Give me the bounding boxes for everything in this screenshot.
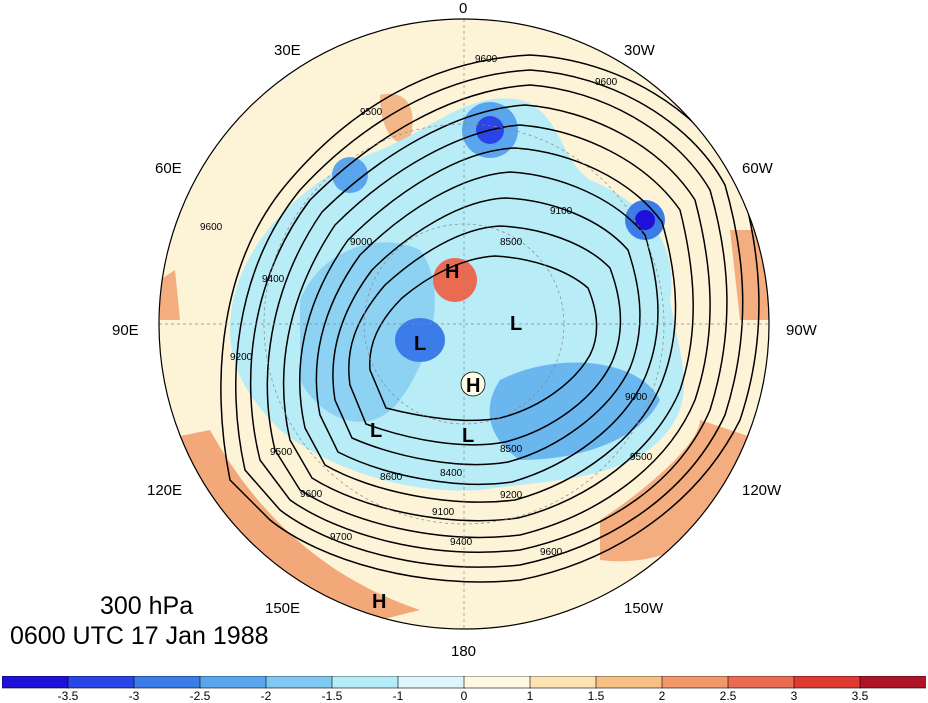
contour-label: 9600: [595, 77, 618, 88]
colorbar-swatch: [265, 676, 333, 689]
pressure-systems: H L L H L L H: [370, 261, 522, 613]
contour-label: 9600: [200, 222, 223, 233]
longitude-label-90w: 90W: [786, 322, 817, 339]
colorbar-swatch: [463, 676, 531, 689]
contour-label: 9700: [330, 532, 353, 543]
graticule: [159, 19, 769, 629]
cold-anomaly-northwest-center: [332, 157, 368, 193]
colorbar-swatch: [397, 676, 465, 689]
contour-label: 9600: [475, 54, 498, 65]
level-label: 300 hPa: [100, 592, 194, 620]
contour-label: 8600: [380, 472, 403, 483]
contour-label: 8500: [500, 444, 523, 455]
longitude-label-90e: 90E: [112, 322, 139, 339]
colorbar-tick-label: -3: [128, 689, 140, 703]
low-pressure-marker: L: [414, 333, 426, 355]
longitude-label-150w: 150W: [624, 600, 664, 617]
contour-label: 8500: [500, 237, 523, 248]
map-boundary: [158, 18, 770, 630]
low-pressure-marker: L: [510, 313, 522, 335]
cold-anomaly-west-core: [395, 318, 445, 362]
colorbar-swatch: [199, 676, 267, 689]
longitude-label-180: 180: [451, 643, 477, 660]
contour-label: 8400: [440, 468, 463, 479]
contour-label: 9400: [262, 274, 285, 285]
colorbar-swatch: [331, 676, 399, 689]
longitude-label-120e: 120E: [147, 482, 183, 499]
height-contours: [220, 54, 760, 583]
contour-label: 9600: [540, 547, 563, 558]
cold-anomaly-east-lobe: [489, 362, 660, 460]
longitude-label-30w: 30W: [624, 42, 655, 59]
contour-label: 9500: [360, 107, 383, 118]
warm-anomaly-north: [380, 93, 413, 143]
contour-label: 9000: [625, 392, 648, 403]
colorbar-tick-label: -1.5: [321, 689, 343, 703]
warm-anomaly-west: [160, 270, 180, 320]
polar-map: 9600 9500 9600 9400 9100 8500 8600 9100 …: [158, 18, 770, 630]
colorbar-tick-label: 0: [460, 689, 468, 703]
colorbar: [2, 676, 926, 689]
colorbar-swatch: [793, 676, 861, 689]
high-pressure-marker: H: [372, 591, 386, 613]
time-label: 0600 UTC 17 Jan 1988: [10, 622, 269, 650]
colorbar-tick-label: 2: [658, 689, 666, 703]
contour-label: 9000: [350, 237, 373, 248]
colorbar-tick-label: -2: [260, 689, 272, 703]
colorbar-swatch: [67, 676, 135, 689]
contour-label: 9200: [230, 352, 253, 363]
high-pressure-marker: H: [466, 375, 480, 397]
colorbar-tick-label: -2.5: [189, 689, 211, 703]
contour-label: 9200: [500, 490, 523, 501]
colorbar-swatch: [595, 676, 663, 689]
colorbar-tick-label: -3.5: [57, 689, 79, 703]
colorbar-swatch: [529, 676, 597, 689]
colorbar-swatch: [859, 676, 926, 689]
colorbar-tick-label: 3: [790, 689, 798, 703]
colorbar-swatch: [133, 676, 201, 689]
low-pressure-marker: L: [462, 425, 474, 447]
contour-labels: 9600 9500 9600 9400 9100 8500 8600 9100 …: [200, 54, 653, 558]
longitude-label-150e: 150E: [265, 600, 301, 617]
longitude-label-60e: 60E: [155, 160, 182, 177]
high-pressure-marker: H: [445, 261, 459, 283]
colorbar-tick-label: -1: [392, 689, 404, 703]
contour-label: 9100: [550, 206, 573, 217]
longitude-label-120w: 120W: [742, 482, 782, 499]
contour-label: 9100: [432, 507, 455, 518]
warm-anomaly-south-west: [160, 430, 420, 629]
low-pressure-marker: L: [370, 420, 382, 442]
colorbar-swatch: [2, 676, 69, 689]
contour-label: 9400: [450, 537, 473, 548]
warm-anomaly-south-east: [600, 420, 760, 562]
longitude-label-60w: 60W: [742, 160, 773, 177]
contour-label: 9500: [630, 452, 653, 463]
longitude-label-30e: 30E: [274, 42, 301, 59]
cold-anomaly-west-lobe: [300, 242, 435, 422]
colorbar-tick-label: 2.5: [719, 689, 737, 703]
high-pressure-circle: [460, 371, 486, 397]
warm-anomaly-center: [433, 258, 477, 302]
colorbar-tick-label: 3.5: [851, 689, 869, 703]
longitude-label-0: 0: [459, 0, 468, 17]
colorbar-swatch: [661, 676, 729, 689]
contour-label: 9600: [300, 489, 323, 500]
colorbar-tick-label: 1.5: [587, 689, 605, 703]
colorbar-swatch: [727, 676, 795, 689]
contour-label: 9500: [270, 447, 293, 458]
cold-anomaly-east-core: [635, 210, 655, 230]
colorbar-tick-label: 1: [526, 689, 534, 703]
